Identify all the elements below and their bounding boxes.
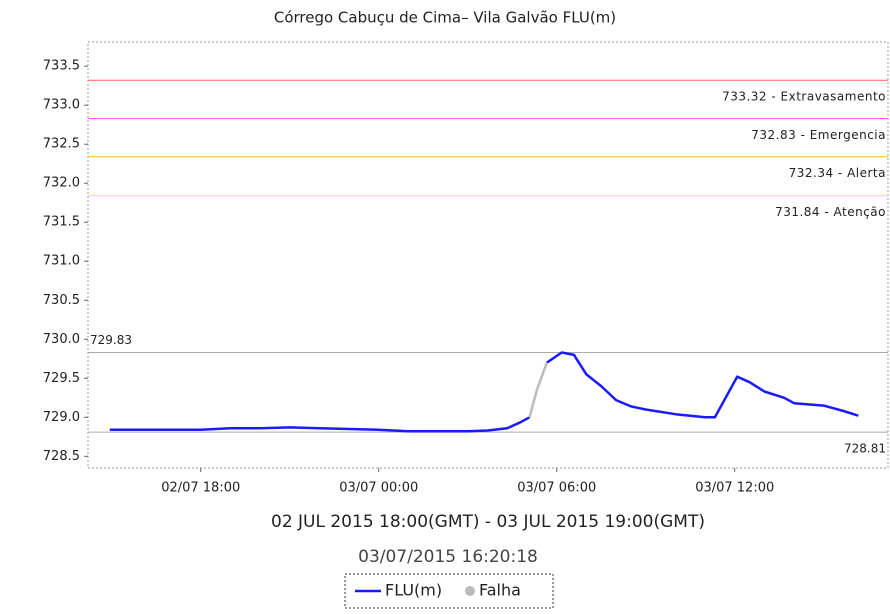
y-tick-label: 730.0 <box>43 332 80 347</box>
y-tick-label: 729.5 <box>43 371 80 386</box>
chart-title: Córrego Cabuçu de Cima– Vila Galvão FLU(… <box>274 9 616 27</box>
legend-label: FLU(m) <box>385 581 442 600</box>
x-tick-label: 03/07 12:00 <box>695 481 774 496</box>
legend-label: Falha <box>479 581 521 600</box>
reference-label: 732.83 - Emergencia <box>751 128 886 142</box>
x-tick-label: 02/07 18:00 <box>161 481 240 496</box>
y-tick-label: 731.0 <box>43 254 80 269</box>
max-label: 729.83 <box>90 333 132 347</box>
plot-frame <box>87 41 889 469</box>
reference-label: 731.84 - Atenção <box>775 205 886 219</box>
legend-swatch <box>465 586 475 596</box>
y-tick-label: 732.0 <box>43 176 80 191</box>
y-tick-label: 733.0 <box>43 98 80 113</box>
y-tick-label: 733.5 <box>43 59 80 74</box>
series-line <box>109 351 859 433</box>
y-tick-label: 730.5 <box>43 293 80 308</box>
y-tick-label: 728.5 <box>43 449 80 464</box>
y-tick-label: 729.0 <box>43 410 80 425</box>
x-tick-label: 03/07 06:00 <box>517 481 596 496</box>
min-label: 728.81 <box>844 442 886 456</box>
subtitle: 03/07/2015 16:20:18 <box>358 547 538 567</box>
y-tick-label: 732.5 <box>43 137 80 152</box>
x-axis-label: 02 JUL 2015 18:00(GMT) - 03 JUL 2015 19:… <box>271 512 705 532</box>
reference-label: 733.32 - Extravasamento <box>722 90 886 104</box>
legend-box <box>344 573 554 609</box>
reference-label: 732.34 - Alerta <box>789 166 886 180</box>
series-line <box>528 362 548 418</box>
y-tick-label: 731.5 <box>43 215 80 230</box>
x-tick-label: 03/07 00:00 <box>339 481 418 496</box>
